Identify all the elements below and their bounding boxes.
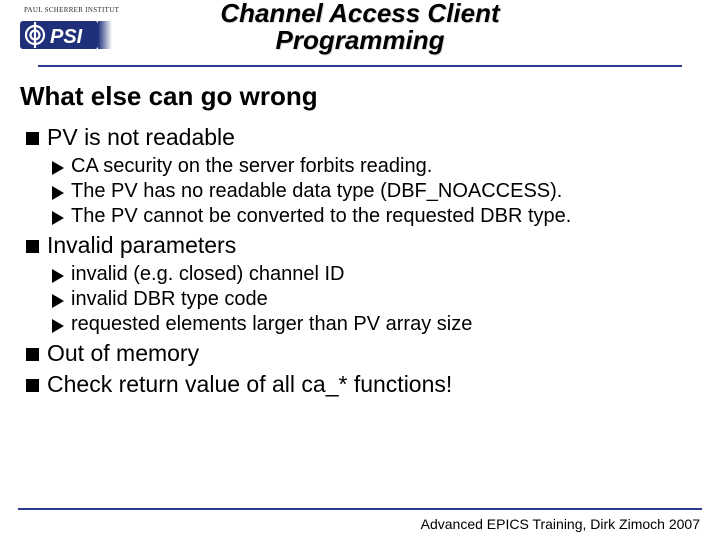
bullet-l1: Out of memory — [26, 340, 700, 367]
slide-header: PAUL SCHERRER INSTITUT PSI Channel Acces… — [0, 0, 720, 67]
bullet-l2: The PV has no readable data type (DBF_NO… — [52, 180, 700, 203]
bullet-l1: Invalid parameters — [26, 232, 700, 259]
bullet-l2: CA security on the server forbits readin… — [52, 155, 700, 178]
institute-label: PAUL SCHERRER INSTITUT — [24, 6, 119, 14]
square-bullet-icon — [26, 379, 39, 392]
footer-rule — [18, 508, 702, 510]
bullet-text: invalid DBR type code — [71, 288, 268, 311]
slide-title: Channel Access Client Programming — [20, 0, 700, 55]
triangle-bullet-icon — [52, 319, 64, 333]
triangle-bullet-icon — [52, 294, 64, 308]
bullet-l2: The PV cannot be converted to the reques… — [52, 205, 700, 228]
bullet-text: The PV has no readable data type (DBF_NO… — [71, 180, 562, 203]
bullet-text: Check return value of all ca_* functions… — [47, 371, 452, 398]
svg-text:PSI: PSI — [50, 26, 83, 48]
bullet-text: CA security on the server forbits readin… — [71, 155, 432, 178]
bullet-text: Out of memory — [47, 340, 199, 367]
bullet-text: Invalid parameters — [47, 232, 236, 259]
triangle-bullet-icon — [52, 161, 64, 175]
bullet-text: invalid (e.g. closed) channel ID — [71, 263, 344, 286]
bullet-text: PV is not readable — [47, 124, 235, 151]
square-bullet-icon — [26, 240, 39, 253]
square-bullet-icon — [26, 348, 39, 361]
slide-body: What else can go wrong PV is not readabl… — [0, 67, 720, 398]
psi-logo: PSI — [20, 18, 112, 52]
square-bullet-icon — [26, 132, 39, 145]
bullet-l2: invalid (e.g. closed) channel ID — [52, 263, 700, 286]
bullet-l2: requested elements larger than PV array … — [52, 313, 700, 336]
triangle-bullet-icon — [52, 211, 64, 225]
bullet-l2: invalid DBR type code — [52, 288, 700, 311]
bullet-l1: Check return value of all ca_* functions… — [26, 371, 700, 398]
footer-text: Advanced EPICS Training, Dirk Zimoch 200… — [421, 516, 700, 532]
header-rule — [38, 65, 682, 67]
bullet-l1: PV is not readable — [26, 124, 700, 151]
bullet-text: requested elements larger than PV array … — [71, 313, 472, 336]
title-line-2: Programming — [275, 25, 444, 55]
section-heading: What else can go wrong — [20, 81, 700, 112]
bullet-text: The PV cannot be converted to the reques… — [71, 205, 571, 228]
triangle-bullet-icon — [52, 269, 64, 283]
triangle-bullet-icon — [52, 186, 64, 200]
title-line-1: Channel Access Client — [220, 0, 499, 28]
